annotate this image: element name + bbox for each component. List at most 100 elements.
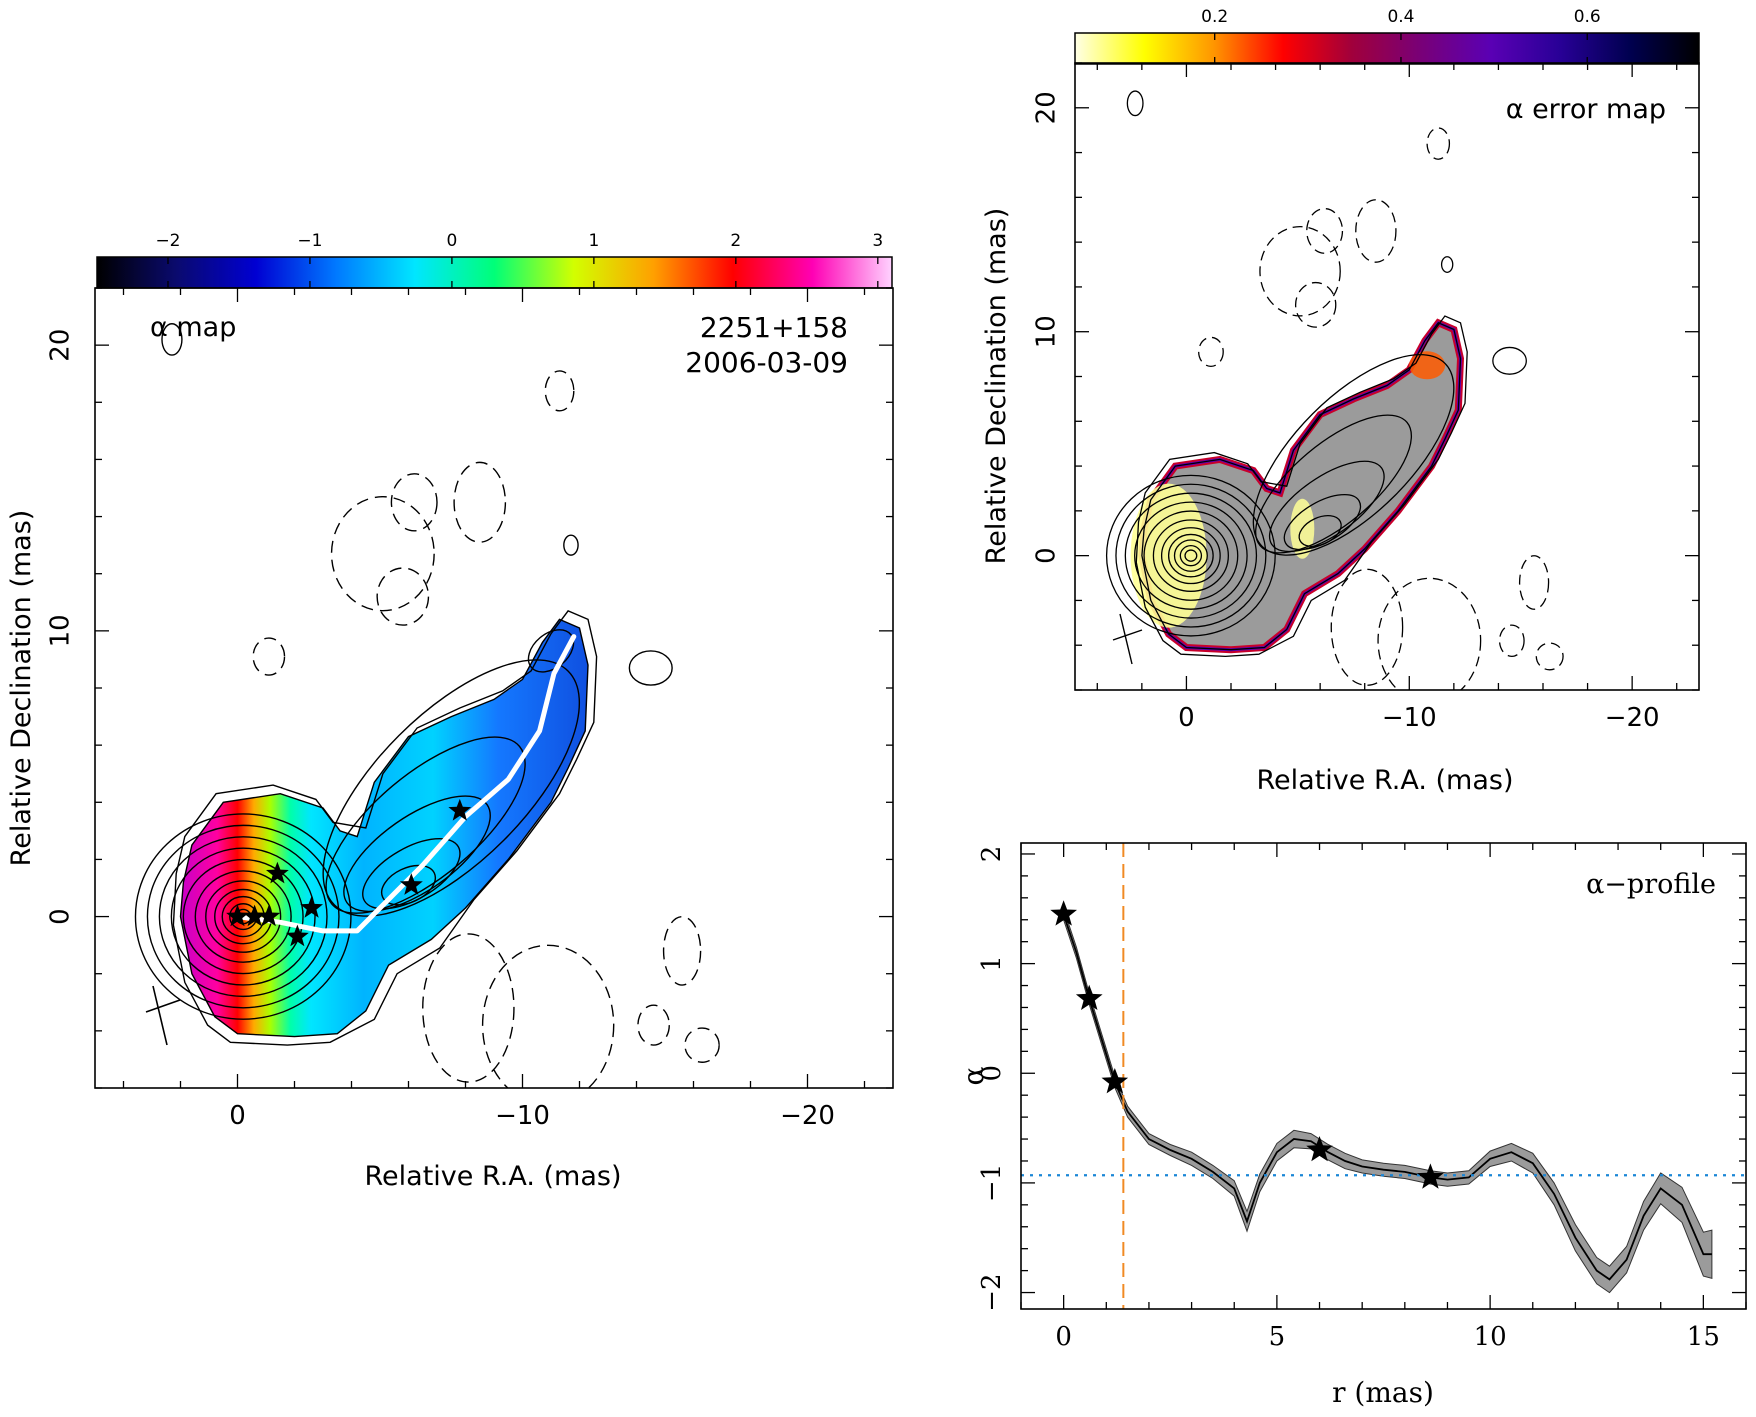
alpha-colorbar-tick-label: −1 [297,231,322,251]
alpha-colorbar-tick-label: −2 [155,231,180,251]
alpha-map-star [266,861,289,884]
outer-contour [1141,322,1462,651]
negative-contour [1498,624,1525,657]
error-colorbar-tick-label: 0.2 [1201,7,1228,27]
x-tick-label: 0 [229,1101,246,1131]
alpha-map-negative-contours [252,370,720,1088]
contour [1105,474,1276,637]
negative-contour [330,496,435,612]
contour [322,659,581,917]
alpha-map-star [243,904,266,927]
alpha-colorbar-tick-label: 3 [872,231,883,251]
alpha-map-axes: 0 −10 −20 0 10 20 [46,287,893,1131]
error-map-label: α error map [1506,94,1666,125]
alpha-map-emission [180,619,588,1037]
contour [1268,460,1385,553]
outer-contour [1135,315,1468,658]
negative-contour [544,370,575,412]
y-tick-label: 0 [1032,547,1062,564]
contour [1115,483,1267,628]
error-map-ylabel: Relative Declination (mas) [981,208,1012,565]
contour [527,629,575,673]
negative-contour [1535,642,1564,671]
y-tick-label: 0 [977,1065,1007,1082]
error-colorbar-tick-label: 0.4 [1387,7,1414,27]
y-tick-label: −2 [977,1273,1007,1311]
contour [380,864,437,906]
alpha-map-star [399,873,423,895]
negative-contour [1426,127,1451,160]
alpha-map-star [226,904,249,927]
alpha-profile-star [1101,1068,1129,1094]
y-tick-label: 20 [46,329,76,362]
negative-contour [1259,226,1341,317]
negative-contour [1518,555,1550,610]
beam-cross [145,985,181,1046]
negative-contour [662,915,702,986]
alpha-profile-label: α−profile [1586,869,1716,900]
error-colorbar [1074,32,1700,65]
contour [1298,515,1342,548]
error-map-emission [1141,322,1461,650]
x-tick-label: −20 [1605,703,1660,733]
contour [1152,519,1229,592]
alpha-profile-frame [1020,842,1747,1310]
error-map-contours [1105,90,1527,658]
contour [1134,501,1248,610]
x-tick-label: 0 [1178,703,1195,733]
x-tick-label: −10 [495,1101,550,1131]
y-tick-label: 10 [46,614,76,647]
alpha-profile-xlabel: r (mas) [1332,1376,1434,1409]
x-tick-label: 5 [1269,1322,1286,1352]
beam-cross-error [1112,613,1143,665]
y-tick-label: 0 [46,908,76,925]
alpha-map-ridge-line [235,634,577,934]
contour [1124,492,1258,619]
contour [343,795,491,913]
contour [134,813,352,1020]
contour [325,736,526,914]
alpha-map-stars [226,798,472,947]
alpha-profile-ylabel: α [957,1066,990,1085]
x-tick-label: −10 [1382,703,1437,733]
contour [1252,353,1455,556]
alpha-colorbar-tick-label: 0 [446,231,457,251]
alpha-profile-axes: 0 5 10 15 −2 −1 0 1 2 [977,843,1747,1352]
y-tick-label: 10 [1032,315,1062,348]
alpha-profile-star [1306,1136,1333,1162]
contour [146,824,340,1009]
x-tick-label: 15 [1687,1322,1720,1352]
alpha-map-ylabel: Relative Declination (mas) [6,510,37,867]
negative-contour [252,637,286,676]
negative-contour [684,1027,720,1063]
negative-contour [453,461,507,543]
alpha-profile-error-band [1063,908,1713,1294]
contour [1492,346,1527,375]
alpha-profile-star [1075,984,1103,1010]
outer-contour [179,618,589,1038]
contour [194,870,292,963]
negative-contour [1330,568,1404,686]
contour [1143,510,1239,601]
alpha-map-contours [134,323,673,1046]
contour [563,534,579,556]
y-tick-label: 20 [1032,91,1062,124]
y-tick-label: −1 [977,1164,1007,1202]
negative-contour [1198,336,1224,368]
alpha-colorbar-ticks: −2 −1 0 1 2 3 [155,231,883,288]
error-colorbar-tick-label: 0.6 [1574,7,1601,27]
alpha-colorbar-tick-label: 1 [588,231,599,251]
contour [1440,256,1454,273]
contour [1160,527,1221,585]
alpha-map-star [300,896,323,918]
x-tick-label: 10 [1474,1322,1507,1352]
alpha-profile-star [1050,900,1077,926]
alpha-map-label: α map [150,312,236,343]
alpha-map-xlabel: Relative R.A. (mas) [365,1161,622,1192]
x-tick-label: 0 [1055,1322,1072,1352]
negative-contour [637,1004,670,1046]
outer-contour [172,610,598,1046]
x-tick-label: −20 [780,1101,835,1131]
negative-contour [1294,281,1337,328]
